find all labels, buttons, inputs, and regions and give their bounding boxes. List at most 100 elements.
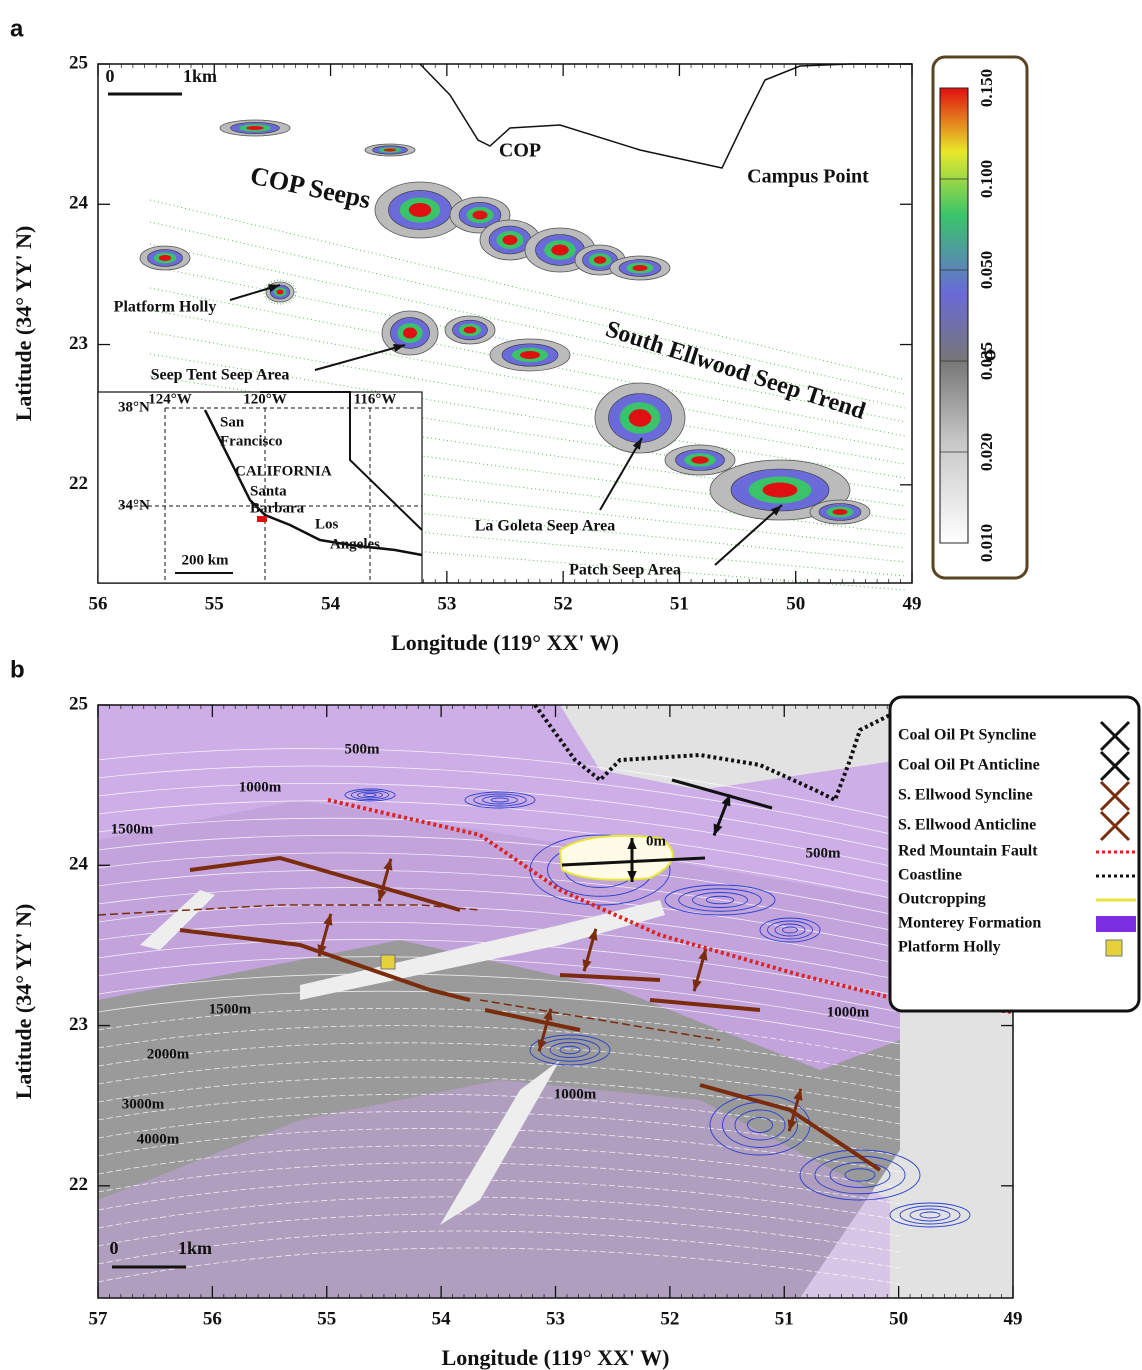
y-tick-label: 22	[69, 473, 88, 494]
inset-coast	[203, 409, 423, 557]
depth-contour	[97, 1025, 901, 1077]
colorbar-tick-label: 0.020	[977, 433, 996, 471]
x-tick-label: 54	[321, 593, 341, 614]
seep-contour	[919, 1211, 941, 1219]
seep-contour	[357, 791, 383, 799]
seep-contour	[559, 1045, 581, 1055]
platform-ring	[263, 279, 297, 305]
inset-label: 34°N	[118, 497, 150, 513]
seep-contour	[350, 790, 390, 800]
seep-contour	[782, 926, 798, 934]
depth-contour	[97, 869, 901, 933]
inset-label: Barbara	[250, 500, 305, 516]
seep-contour	[246, 126, 264, 130]
seep-contour	[747, 1117, 773, 1133]
survey-track	[149, 441, 906, 535]
monterey-formation	[98, 1080, 890, 1298]
seep-contour	[691, 456, 709, 464]
seep-contour	[832, 509, 848, 515]
depth-contour	[97, 1230, 901, 1269]
seep-contour	[490, 797, 510, 803]
seep-contour	[472, 210, 488, 220]
x-tick-label: 49	[1004, 1308, 1023, 1329]
fold	[479, 999, 721, 1041]
inset-label: 120°W	[243, 391, 287, 407]
x-tick-label: 54	[432, 1308, 452, 1329]
depth-contour	[97, 973, 901, 1029]
arrow-head	[393, 344, 405, 352]
legend-symbol	[1096, 916, 1136, 932]
legend-label: Coal Oil Pt Anticline	[898, 757, 1040, 774]
annotation: La Goleta Seep Area	[475, 518, 616, 535]
seep-contour	[767, 920, 813, 940]
depth-contour	[97, 835, 901, 901]
depth-contour	[97, 765, 901, 837]
legend-symbol	[1099, 720, 1131, 752]
contour-label: 1500m	[111, 821, 154, 837]
scale-label: 1km	[183, 66, 217, 86]
seep-contour	[734, 1109, 786, 1141]
x-tick-label: 55	[317, 1308, 336, 1329]
coastline	[419, 63, 912, 169]
seep-contour	[403, 327, 417, 339]
annotation: Seep Tent Seep Area	[151, 367, 290, 384]
seep-contour	[529, 1034, 611, 1066]
seep-contour	[829, 1162, 891, 1188]
legend-label: S. Ellwood Syncline	[898, 787, 1033, 804]
inset-frame	[97, 391, 423, 584]
seep-contour	[664, 884, 776, 916]
x-axis-label: Longitude (119° XX' W)	[442, 1345, 670, 1370]
panel-label: b	[10, 656, 25, 683]
seep-contour	[502, 235, 518, 245]
depth-contour	[97, 783, 901, 853]
legend-symbol	[1099, 780, 1131, 812]
annotation: COP	[499, 140, 541, 162]
fold	[559, 973, 661, 982]
x-tick-label: 50	[889, 1308, 908, 1329]
depth-contour	[97, 800, 901, 869]
inset-label: Francisco	[220, 433, 282, 449]
plot-frame	[97, 63, 913, 584]
x-axis-label: Longitude (119° XX' W)	[391, 630, 619, 655]
fold	[484, 1008, 581, 1032]
fold	[649, 998, 761, 1012]
survey-track	[149, 199, 906, 381]
x-tick-label: 53	[546, 1308, 565, 1329]
legend-label: Coastline	[898, 867, 962, 884]
depth-contour	[97, 990, 901, 1045]
y-tick-label: 23	[69, 1014, 88, 1035]
seep-contour	[799, 1149, 921, 1201]
fold	[189, 855, 461, 912]
colorbar-tick-label: 0.150	[977, 69, 996, 107]
annotation: Platform Holly	[114, 299, 217, 316]
inset-label: 116°W	[354, 391, 397, 407]
anticline-arrow	[698, 948, 708, 961]
survey-track	[149, 485, 906, 563]
depth-contour	[97, 852, 901, 917]
inset-label: 200 km	[181, 552, 229, 568]
inset-label: Santa	[250, 483, 287, 499]
x-tick-label: 52	[554, 593, 573, 614]
depth-contour	[97, 921, 901, 981]
contour-label: 2000m	[147, 1046, 190, 1062]
legend-label: Monterey Formation	[898, 915, 1041, 932]
legend-label: Platform Holly	[898, 939, 1001, 956]
y-axis-label: Latitude (34° YY' N)	[11, 904, 36, 1100]
inset-label: San	[220, 414, 245, 430]
x-tick-label: 55	[205, 593, 224, 614]
depth-contour	[97, 1008, 901, 1061]
fold	[699, 1083, 882, 1172]
x-tick-label: 57	[89, 1308, 109, 1329]
scale-label: 1km	[178, 1238, 212, 1258]
colorbar	[939, 87, 969, 544]
contour-label: 3000m	[122, 1096, 165, 1112]
seep-contour	[889, 1202, 971, 1228]
colorbar-tick-label: 0.010	[977, 524, 996, 562]
seep-contour	[628, 409, 652, 427]
anticline-arrow	[713, 823, 723, 836]
y-tick-label: 25	[69, 693, 88, 714]
seep-contour	[408, 203, 432, 217]
survey-track	[149, 243, 906, 409]
y-tick-label: 22	[69, 1174, 88, 1195]
inset-label: 124°W	[148, 391, 192, 407]
